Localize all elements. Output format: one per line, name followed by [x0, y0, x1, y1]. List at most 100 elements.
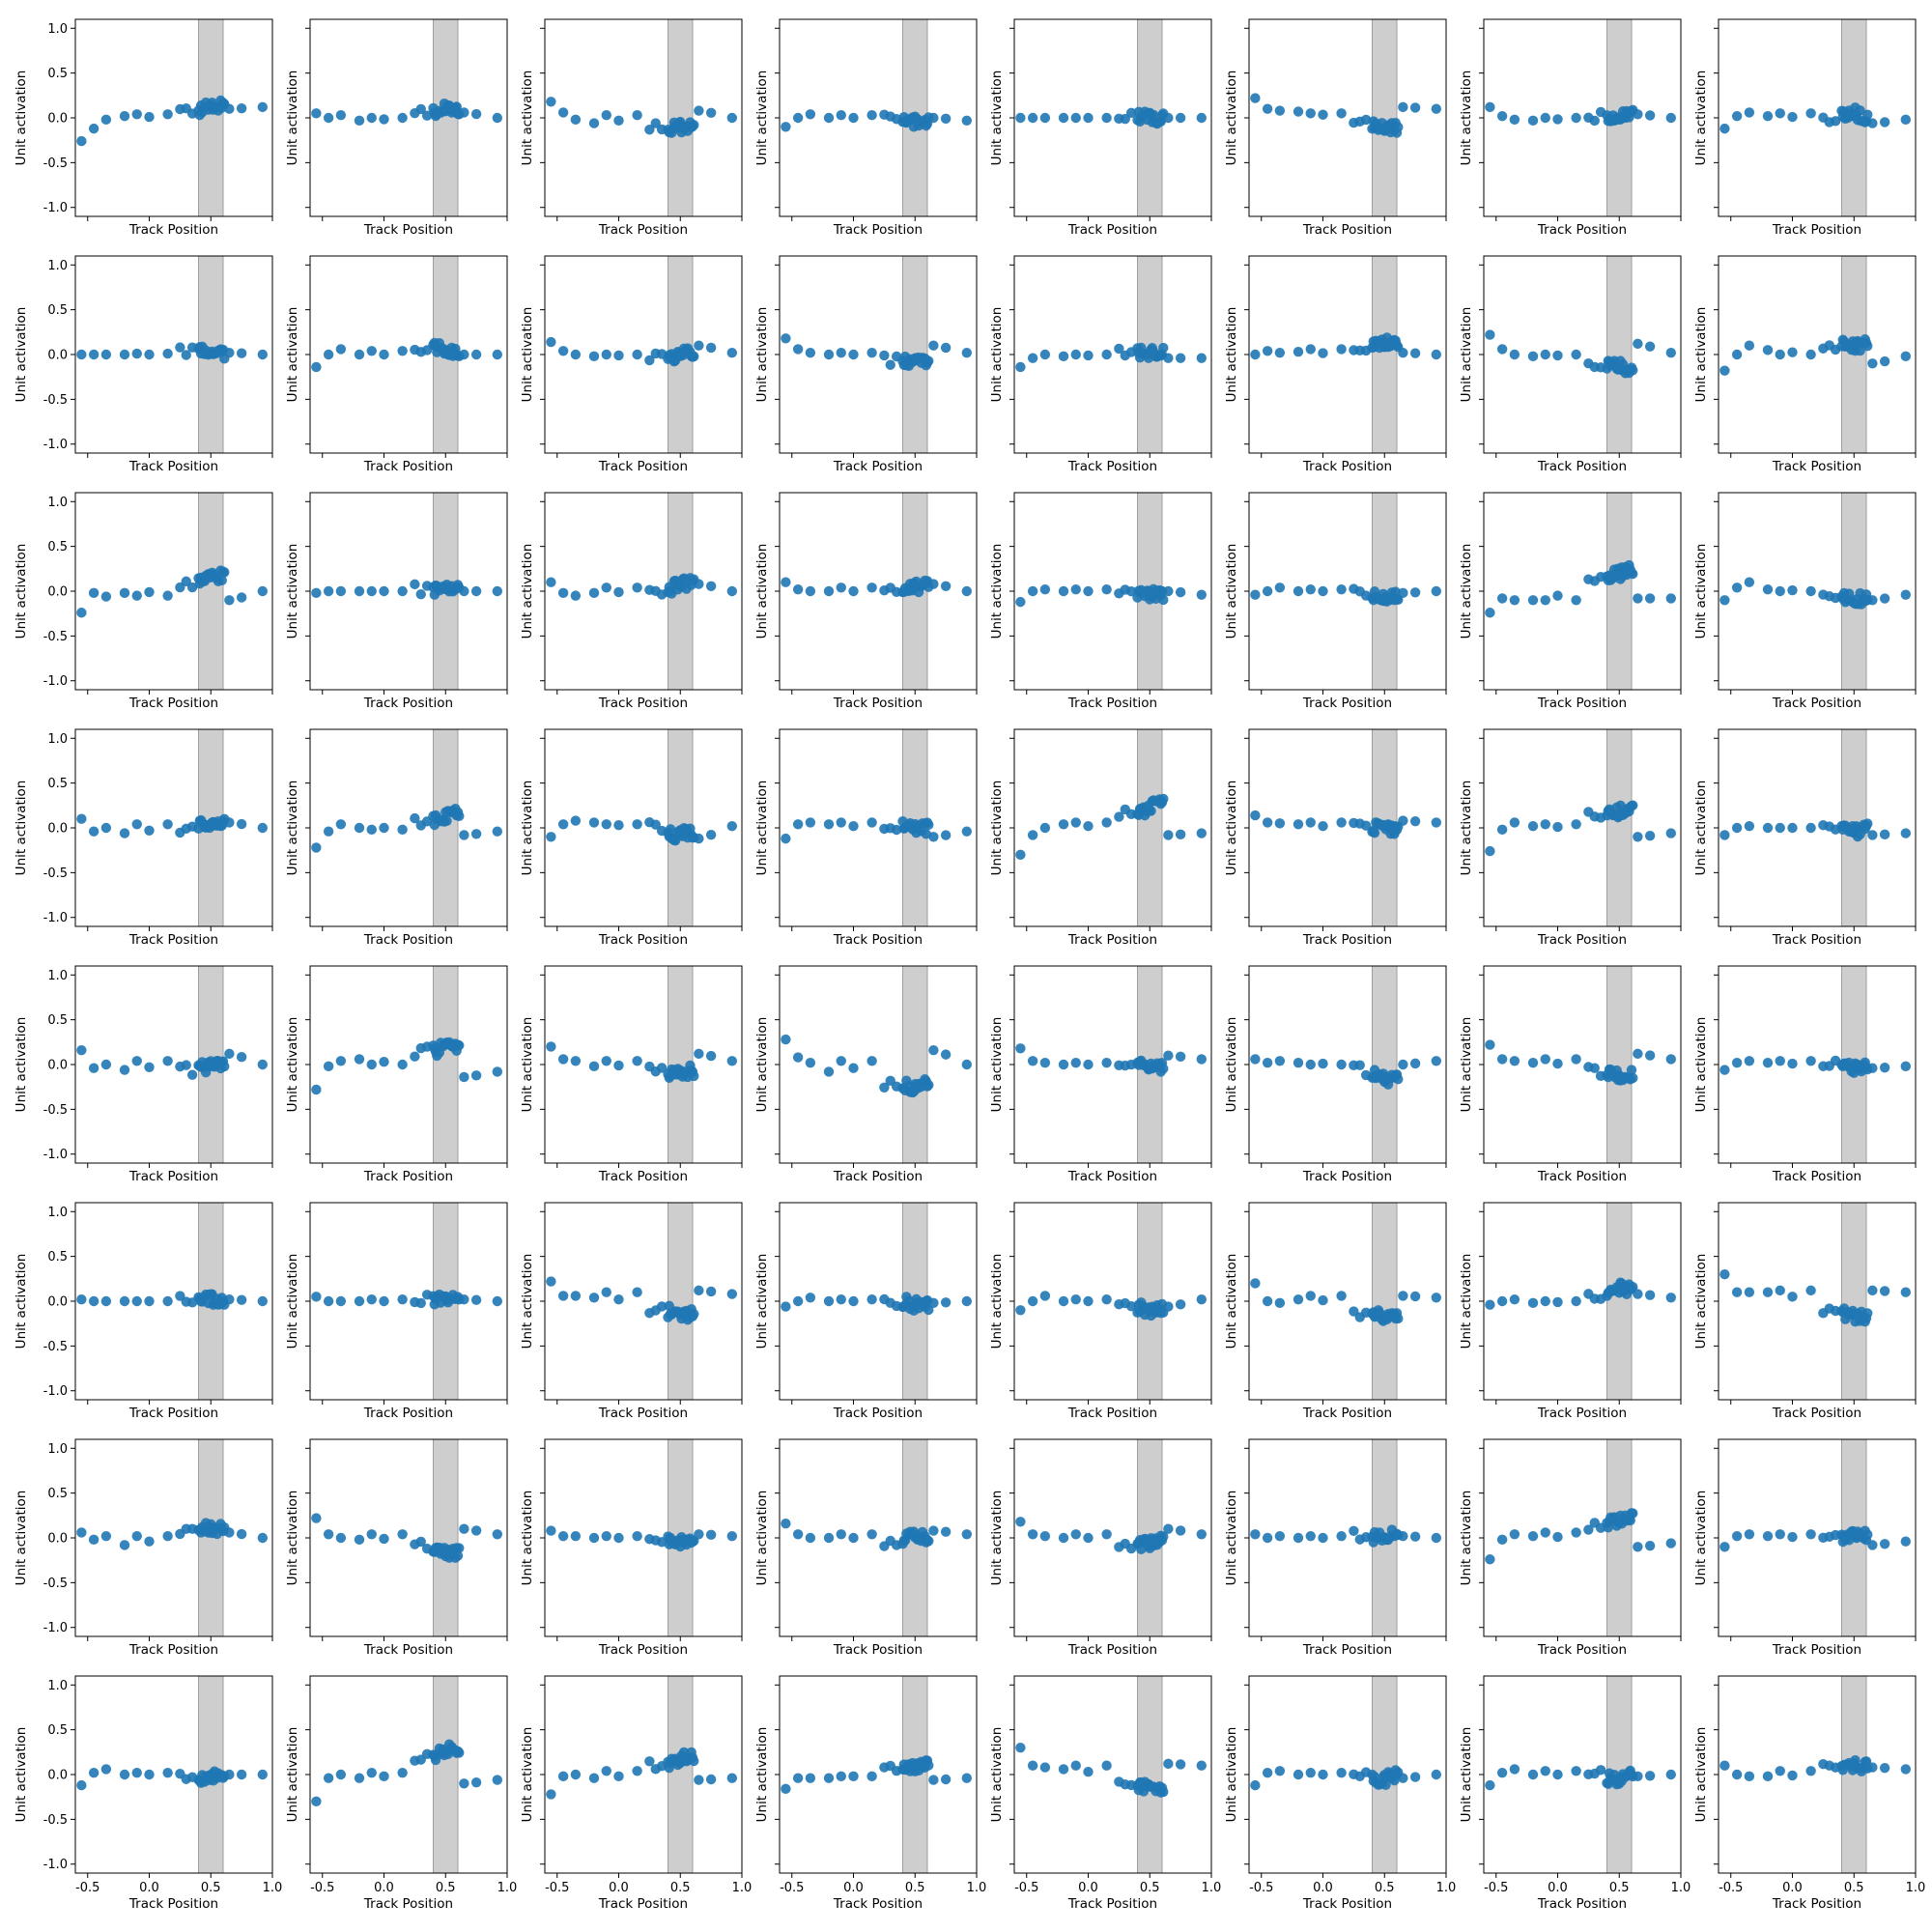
data-point: [454, 1747, 465, 1758]
data-point: [1485, 329, 1495, 340]
data-point: [1039, 1057, 1051, 1068]
data-point: [867, 1056, 877, 1066]
x-axis-label: Track Position: [1302, 1642, 1392, 1658]
data-point: [848, 1771, 859, 1782]
x-axis-label: Track Position: [1302, 459, 1392, 474]
data-point: [1805, 822, 1816, 834]
x-axis-label: Track Position: [1537, 222, 1627, 238]
data-point: [236, 1052, 247, 1063]
x-axis-label: Track Position: [363, 1169, 453, 1184]
subplot-8-2: -0.5 0.0 0.5 1.0 Track Position Unit activati…: [285, 1675, 517, 1912]
data-point: [805, 1773, 816, 1783]
data-point: [836, 817, 846, 828]
data-point: [236, 592, 247, 603]
data-point: [1762, 1057, 1774, 1068]
data-point: [1731, 1287, 1743, 1297]
data-point: [1900, 1764, 1912, 1775]
x-axis-label: Track Position: [598, 932, 688, 948]
data-point: [311, 1084, 322, 1095]
data-point: [1083, 350, 1094, 361]
reward-zone-band: [1606, 1202, 1633, 1401]
data-point: [928, 1525, 939, 1536]
data-point: [613, 1293, 624, 1305]
data-point: [836, 1771, 846, 1782]
data-point: [1867, 1762, 1878, 1773]
data-point: [1336, 1291, 1347, 1301]
data-point: [1731, 1057, 1743, 1068]
data-point: [632, 582, 642, 593]
y-axis-label: Unit activation: [1459, 781, 1474, 876]
data-point: [1496, 1054, 1508, 1065]
data-point: [1509, 1764, 1520, 1775]
y-axis-label: Unit activation: [1693, 1727, 1709, 1823]
data-point: [1409, 1058, 1421, 1069]
x-axis-label: Track Position: [128, 932, 218, 948]
data-point: [162, 348, 173, 359]
data-point: [119, 1540, 130, 1550]
data-point: [181, 576, 191, 587]
data-point: [1787, 1292, 1798, 1302]
y-tick-label: 0.5: [47, 303, 68, 318]
x-axis-label: Track Position: [598, 1169, 688, 1184]
data-point: [1318, 585, 1328, 597]
data-point: [1158, 1064, 1169, 1074]
data-point: [961, 115, 972, 126]
x-axis-label: Track Position: [1772, 1406, 1861, 1421]
data-point: [588, 587, 600, 599]
data-point: [1527, 1297, 1539, 1309]
data-point: [144, 349, 155, 360]
data-point: [459, 585, 469, 597]
data-point: [705, 581, 717, 592]
data-point: [632, 1766, 642, 1776]
data-point: [452, 1550, 464, 1561]
data-point: [366, 1767, 377, 1778]
data-point: [1398, 587, 1408, 599]
data-point: [1540, 595, 1550, 606]
data-point: [867, 110, 877, 121]
data-point: [823, 1066, 835, 1077]
data-point: [781, 1034, 791, 1045]
data-point: [366, 1059, 377, 1070]
data-point: [1163, 1758, 1174, 1770]
data-point: [1431, 1769, 1442, 1780]
data-point: [492, 1295, 502, 1307]
data-point: [1101, 1293, 1112, 1305]
data-point: [1175, 112, 1186, 124]
data-point: [323, 585, 334, 597]
data-point: [694, 579, 704, 589]
subplot-5-7: Track Position Unit activation: [1459, 965, 1682, 1184]
data-point: [131, 590, 142, 601]
data-point: [410, 1051, 420, 1062]
y-tick-label: 0.0: [47, 1059, 68, 1073]
data-point: [1336, 1530, 1347, 1542]
data-point: [588, 118, 600, 128]
subplot-1-6: Track Position Unit activation: [1224, 18, 1447, 238]
data-point: [397, 1059, 408, 1070]
x-tick-label: 1.0: [263, 1881, 283, 1895]
data-point: [1027, 1295, 1038, 1307]
y-axis-label: Unit activation: [989, 1017, 1005, 1113]
data-point: [1015, 849, 1026, 861]
subplot-1-2: Track Position Unit activation: [285, 18, 508, 238]
data-point: [1879, 1762, 1890, 1774]
y-axis-label: Unit activation: [754, 1727, 770, 1823]
data-point: [119, 587, 130, 599]
data-point: [100, 114, 112, 126]
data-point: [570, 1530, 582, 1542]
y-axis-label: Unit activation: [989, 1727, 1005, 1823]
subplot-7-5: Track Position Unit activation: [989, 1438, 1212, 1658]
data-point: [1571, 1295, 1581, 1307]
data-point: [1633, 832, 1643, 842]
data-point: [928, 1775, 939, 1785]
data-point: [961, 585, 972, 597]
data-point: [224, 1048, 235, 1060]
data-point: [848, 112, 859, 124]
data-point: [879, 1082, 890, 1094]
y-axis-label: Unit activation: [520, 71, 535, 166]
x-tick-label: 0.5: [1609, 1881, 1630, 1895]
data-point: [1731, 822, 1743, 834]
x-tick-label: -0.5: [780, 1881, 804, 1895]
data-point: [1101, 1760, 1112, 1771]
data-point: [1589, 115, 1600, 127]
data-point: [1787, 1058, 1798, 1069]
